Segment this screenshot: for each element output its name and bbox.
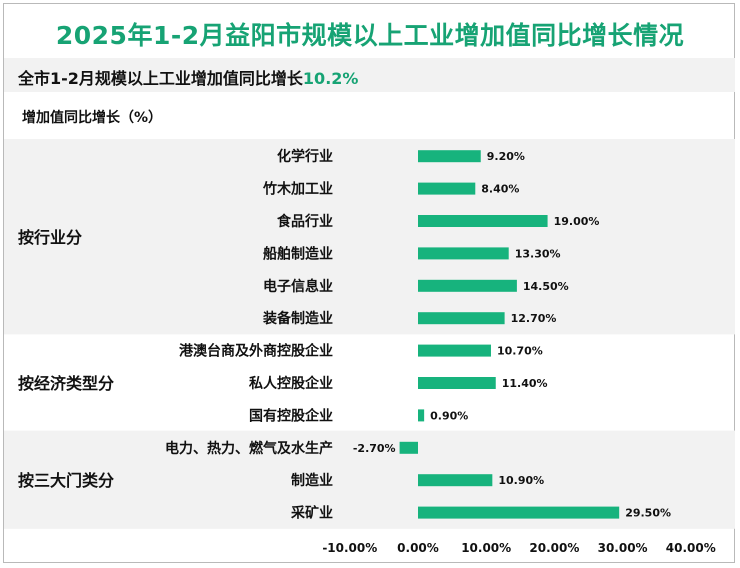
bar — [418, 377, 496, 389]
bar — [418, 506, 620, 519]
bar — [418, 247, 509, 260]
value-label: 12.70% — [511, 312, 557, 325]
bar — [418, 150, 481, 163]
y-axis-title: 增加值同比增长（%） — [22, 110, 163, 126]
value-label: 11.40% — [502, 377, 548, 390]
value-label: 29.50% — [625, 507, 671, 520]
category-label: 港澳台商及外商控股企业 — [179, 343, 333, 360]
subtitle-band — [4, 58, 735, 92]
category-label: 电力、热力、燃气及水生产 — [165, 440, 333, 457]
category-label: 食品行业 — [277, 213, 333, 230]
value-label: 8.40% — [481, 183, 519, 196]
value-label: 10.90% — [498, 474, 544, 487]
group-label: 按行业分 — [18, 228, 82, 247]
group-band — [4, 139, 735, 335]
category-label: 化学行业 — [277, 148, 333, 165]
category-label: 私人控股企业 — [249, 375, 333, 392]
subtitle-value: 10.2% — [302, 69, 359, 88]
bar — [418, 409, 425, 422]
bar — [418, 279, 517, 292]
x-tick-label: 40.00% — [666, 541, 716, 555]
bar — [418, 344, 491, 357]
category-label: 电子信息业 — [263, 278, 333, 295]
value-label: 13.30% — [515, 247, 561, 260]
chart-title: 2025年1-2月益阳市规模以上工业增加值同比增长情况 — [55, 21, 685, 50]
value-label: 10.70% — [497, 345, 543, 358]
category-label: 装备制造业 — [262, 310, 333, 327]
subtitle-text: 全市1-2月规模以上工业增加值同比增长 — [18, 69, 303, 88]
value-label: 9.20% — [487, 150, 525, 163]
category-label: 船舶制造业 — [263, 245, 333, 262]
group-label: 按三大门类分 — [18, 471, 114, 490]
x-tick-label: -10.00% — [322, 541, 377, 555]
bar — [399, 441, 418, 454]
bar — [418, 182, 476, 195]
x-tick-label: 20.00% — [529, 541, 579, 555]
value-label: 0.90% — [430, 409, 468, 422]
category-label: 制造业 — [291, 472, 333, 489]
bar — [418, 215, 548, 227]
value-label: 14.50% — [523, 280, 569, 293]
value-label: 19.00% — [554, 215, 600, 228]
value-label: -2.70% — [353, 442, 396, 455]
category-label: 采矿业 — [290, 505, 333, 522]
group-label: 按经济类型分 — [18, 374, 114, 393]
category-label: 国有控股企业 — [249, 407, 333, 424]
bar — [418, 312, 505, 325]
subtitle: 全市1-2月规模以上工业增加值同比增长10.2% — [18, 65, 358, 89]
category-label: 竹木加工业 — [262, 181, 333, 198]
bar — [418, 474, 493, 487]
x-tick-label: 0.00% — [397, 541, 439, 555]
x-tick-label: 10.00% — [461, 541, 511, 555]
x-tick-label: 30.00% — [598, 541, 648, 555]
